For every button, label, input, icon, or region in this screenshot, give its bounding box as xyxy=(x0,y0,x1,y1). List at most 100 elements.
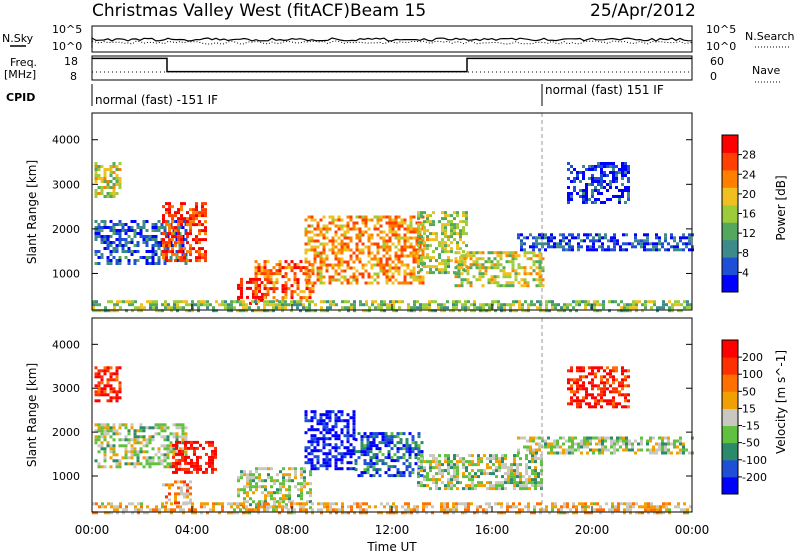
freq-trace xyxy=(92,57,692,73)
power-patch-8 xyxy=(517,233,694,252)
power-y-tick-4000: 4000 xyxy=(52,134,80,147)
freq-label: Freq. xyxy=(10,56,37,69)
velocity-cb-tick-minus100: -100 xyxy=(742,454,767,467)
velocity-cb-swatch-2 xyxy=(722,442,738,461)
nsearch-label: N.Search xyxy=(745,30,795,43)
velocity-patch-5 xyxy=(304,410,356,471)
nsky-tick-top: 10^5 xyxy=(52,23,82,36)
power-cb-swatch-4 xyxy=(722,204,738,223)
power-patch-5 xyxy=(304,215,425,285)
velocity-patch-4 xyxy=(237,467,312,510)
power-patch-2 xyxy=(162,202,207,263)
velocity-y-tick-1000: 1000 xyxy=(52,470,80,483)
velocity-patch-6 xyxy=(354,432,424,478)
nsearch-trace xyxy=(91,40,693,45)
power-cb-tick-4: 4 xyxy=(742,266,749,279)
power-cb-swatch-3 xyxy=(722,222,738,241)
nave-tick-top: 60 xyxy=(710,55,724,68)
freq-trace-line xyxy=(92,57,692,73)
power-colorbar xyxy=(721,134,742,293)
velocity-cb-swatch-1 xyxy=(722,459,738,478)
velocity-cb-swatch-8 xyxy=(722,340,738,358)
power-cb-tick-28: 28 xyxy=(742,149,756,162)
x-tick-0000: 00:00 xyxy=(75,523,110,537)
power-cb-swatch-0 xyxy=(722,274,738,293)
power-cb-tick-8: 8 xyxy=(742,247,749,260)
velocity-cb-swatch-7 xyxy=(722,357,738,375)
velocity-patch-2 xyxy=(172,440,217,474)
power-cb-swatch-5 xyxy=(722,187,738,206)
velocity-cb-swatch-0 xyxy=(722,476,738,495)
velocity-patch-8 xyxy=(517,436,694,455)
velocity-y-tick-4000: 4000 xyxy=(52,338,80,351)
x-tick-2000: 20:00 xyxy=(575,523,610,537)
power-cb-tick-12: 12 xyxy=(742,227,756,240)
velocity-cb-tick-100: 100 xyxy=(742,368,763,381)
velocity-patch-9 xyxy=(567,366,630,409)
date-title: 25/Apr/2012 xyxy=(590,1,696,21)
nsky-tick-bottom: 10^0 xyxy=(52,40,82,53)
x-axis-label: Time UT xyxy=(366,540,417,554)
power-patch-7 xyxy=(454,251,545,288)
x-tick-1200: 12:00 xyxy=(375,523,410,537)
velocity-patch-3 xyxy=(162,480,192,505)
velocity-cb-swatch-3 xyxy=(722,425,738,444)
time-x-ticks: 00:00 04:00 08:00 12:00 16:00 20:00 00:0… xyxy=(75,523,710,537)
station-title: Christmas Valley West (fitACF) xyxy=(92,1,350,21)
power-colorbar-label: Power [dB] xyxy=(774,175,788,240)
velocity-cb-tick-15: 15 xyxy=(742,402,756,415)
power-y-tick-2000: 2000 xyxy=(52,223,80,236)
nsearch-tick-bottom: 10^0 xyxy=(706,40,736,53)
velocity-patch-7 xyxy=(417,454,543,491)
x-tick-0400: 04:00 xyxy=(175,523,210,537)
velocity-cb-tick-minus50: -50 xyxy=(742,437,760,450)
nave-tick-bottom: 0 xyxy=(710,70,717,83)
velocity-cb-swatch-5 xyxy=(722,391,738,409)
velocity-cb-swatch-6 xyxy=(722,374,738,392)
freq-tick-top: 18 xyxy=(64,55,78,68)
power-y-ticks: 1000 2000 3000 4000 xyxy=(52,134,80,281)
freq-tick-bottom: 8 xyxy=(70,70,77,83)
nsky-trace xyxy=(91,36,693,48)
power-patch-0 xyxy=(94,162,122,198)
velocity-y-ticks: 1000 2000 3000 4000 xyxy=(52,338,80,483)
power-patch-4 xyxy=(254,260,315,303)
power-cb-tick-20: 20 xyxy=(742,188,756,201)
power-colorbar-ticks: 4 8 12 16 20 24 28 xyxy=(742,149,756,280)
nave-label: Nave xyxy=(752,64,780,77)
beam-title: Beam 15 xyxy=(350,1,426,21)
x-tick-1600: 16:00 xyxy=(475,523,510,537)
velocity-panel-frame xyxy=(91,317,693,513)
freq-unit-label: [MHz] xyxy=(4,68,36,81)
power-y-tick-3000: 3000 xyxy=(52,178,80,191)
velocity-cb-tick-50: 50 xyxy=(742,385,756,398)
power-cb-swatch-2 xyxy=(722,239,738,258)
nsearch-tick-top: 10^5 xyxy=(706,23,736,36)
cpid-label: CPID xyxy=(6,91,35,104)
power-cb-swatch-7 xyxy=(722,152,738,171)
velocity-y-tick-3000: 3000 xyxy=(52,382,80,395)
power-patch-9 xyxy=(567,162,630,204)
power-cb-tick-24: 24 xyxy=(742,168,756,181)
velocity-y-axis-label: Slant Range [km] xyxy=(25,363,39,467)
power-cb-swatch-6 xyxy=(722,169,738,188)
power-cb-swatch-8 xyxy=(722,135,738,153)
nsky-label: N.Sky xyxy=(2,32,34,45)
velocity-colorbar xyxy=(721,339,742,495)
velocity-cb-tick-200: 200 xyxy=(742,351,763,364)
power-y-axis-label: Slant Range [km] xyxy=(25,160,39,264)
freq-strip-frame xyxy=(91,55,693,81)
power-cb-swatch-1 xyxy=(722,257,738,276)
velocity-colorbar-ticks: 200 100 50 15 -15 -50 -100 -200 xyxy=(742,351,767,484)
velocity-patch-10 xyxy=(92,502,692,515)
velocity-cb-tick-minus15: -15 xyxy=(742,420,760,433)
velocity-cb-frame xyxy=(721,339,739,495)
velocity-colorbar-label: Velocity [m s^-1] xyxy=(774,350,788,454)
x-tick-0800: 08:00 xyxy=(275,523,310,537)
velocity-patch-0 xyxy=(94,366,122,403)
cpid-segment-1: normal (fast) -151 IF xyxy=(95,93,218,107)
noise-traces xyxy=(91,36,693,48)
x-tick-2400: 00:00 xyxy=(675,523,710,537)
cpid-segment-2: normal (fast) 151 IF xyxy=(545,83,664,97)
